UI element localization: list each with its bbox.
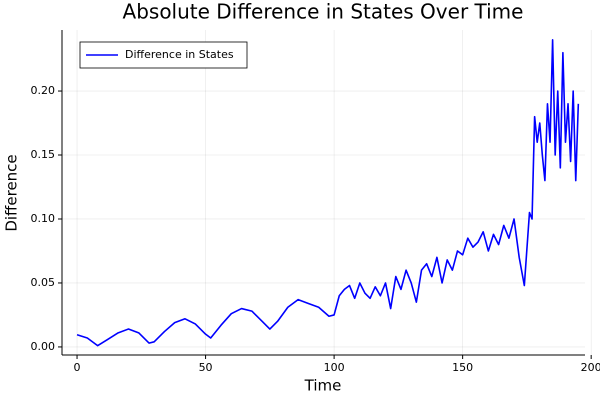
y-axis-label: Difference — [3, 154, 21, 231]
x-tick-label: 200 — [581, 361, 600, 374]
x-tick-label: 0 — [74, 361, 81, 374]
x-tick-label: 150 — [452, 361, 473, 374]
y-tick-label: 0.20 — [31, 84, 56, 97]
x-axis-label: Time — [304, 377, 342, 395]
legend-label: Difference in States — [125, 48, 234, 61]
chart-title: Absolute Difference in States Over Time — [123, 0, 524, 24]
y-tick-label: 0.10 — [31, 212, 56, 225]
x-tick-label: 100 — [324, 361, 345, 374]
x-tick-label: 50 — [199, 361, 213, 374]
data-line — [76, 39, 580, 347]
y-tick-label: 0.15 — [31, 148, 56, 161]
y-tick-label: 0.00 — [31, 340, 56, 353]
y-tick-label: 0.05 — [31, 276, 56, 289]
